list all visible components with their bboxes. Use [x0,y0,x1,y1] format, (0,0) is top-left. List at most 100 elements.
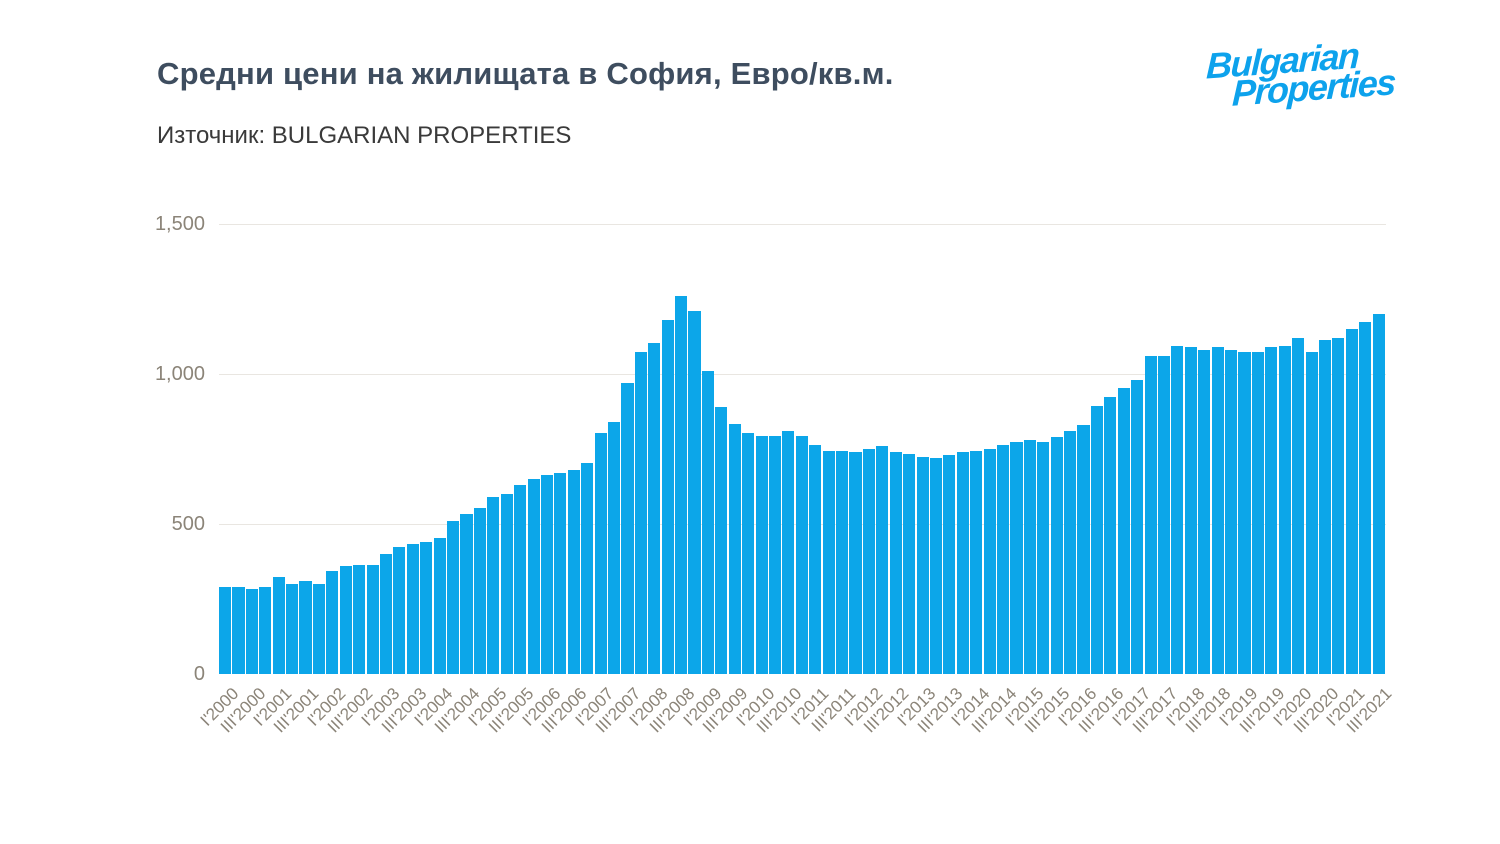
bar-II'2002 [339,566,352,674]
bar-II'2021 [1359,321,1372,674]
bar-IV'2012 [903,453,916,674]
bar-III'2003 [406,543,419,674]
bar-III'2010 [782,431,795,674]
bar-III'2011 [836,450,849,674]
bar-II'2000 [232,587,245,674]
bar-I'2009 [701,371,714,674]
bar-III'2013 [943,455,956,674]
y-tick-label: 1,500 [154,213,205,235]
bar-I'2000 [219,587,232,674]
gridline-1500 [219,224,1386,225]
bar-I'2018 [1184,347,1197,674]
bar-I'2007 [594,432,607,674]
bar-IV'2006 [581,462,594,674]
bar-IV'2008 [688,311,701,674]
bar-I'2016 [1077,425,1090,674]
y-tick-label: 0 [193,663,205,685]
bar-II'2006 [554,473,567,674]
bar-I'2002 [326,570,339,674]
bar-chart: I'2000 III'2000 I'2001 III'2001 I'2002 III'20… [0,213,1500,784]
bar-III'2006 [567,470,580,674]
bar-III'2018 [1211,347,1224,674]
bar-II'2020 [1305,351,1318,674]
bar-II'2014 [983,449,996,674]
bar-II'2019 [1251,351,1264,674]
bar-III'2012 [889,452,902,674]
bar-I'2010 [755,435,768,674]
plot-area [219,224,1386,674]
gridline-1000 [219,374,1386,375]
bar-I'2001 [272,576,285,674]
bar-I'2021 [1345,329,1358,674]
bar-I'2013 [916,456,929,674]
bar-II'2017 [1144,356,1157,674]
bar-III'2009 [728,423,741,674]
bar-IV'2011 [849,452,862,674]
bar-I'2011 [809,444,822,674]
bar-III'2021 [1372,314,1385,674]
bar-IV'2003 [420,542,433,674]
bar-I'2003 [379,554,393,674]
bar-II'2009 [715,407,728,674]
bar-IV'2010 [795,435,808,674]
bar-II'2010 [768,435,782,674]
bar-II'2001 [286,584,299,674]
bar-IV'2005 [527,479,540,674]
bar-I'2005 [487,497,500,674]
bar-II'2003 [393,546,406,674]
bar-I'2014 [970,450,983,674]
chart-source: Източник: BULGARIAN PROPERTIES [157,122,572,149]
bar-IV'2017 [1171,345,1184,674]
bar-IV'2020 [1332,338,1345,674]
bar-III'2017 [1157,356,1171,674]
bar-III'2005 [514,485,527,674]
bar-II'2011 [822,450,835,674]
bar-III'2016 [1104,396,1117,674]
bar-III'2015 [1050,437,1063,674]
bar-III'2001 [299,581,312,674]
bar-III'2002 [353,564,366,674]
bar-II'2016 [1090,405,1103,674]
bar-IV'2007 [634,351,647,674]
bar-I'2017 [1131,380,1144,674]
bar-II'2007 [608,422,621,674]
bar-I'2019 [1238,351,1251,674]
bar-III'2007 [621,383,634,674]
bar-III'2008 [675,296,688,674]
bar-III'2019 [1265,347,1278,674]
bar-II'2013 [929,458,943,674]
y-tick-label: 500 [171,513,205,535]
bar-IV'2014 [1010,441,1023,674]
bar-I'2015 [1023,440,1036,674]
bar-I'2020 [1292,338,1305,674]
bar-IV'2009 [742,432,755,674]
bar-II'2004 [447,521,460,674]
bar-IV'2019 [1278,345,1291,674]
bar-III'2014 [997,444,1010,674]
bar-I'2006 [540,474,554,674]
bar-I'2008 [648,342,661,674]
bar-IV'2002 [366,564,379,674]
chart-title: Средни цени на жилищата в София, Евро/кв… [157,56,894,91]
bar-III'2000 [245,588,258,674]
brand-logo: Bulgarian Properties [1205,34,1449,114]
bar-III'2020 [1318,339,1332,674]
brand-logo-line2: Properties [1231,61,1396,114]
bar-IV'2000 [259,587,272,674]
bar-I'2004 [433,537,446,674]
bar-IV'2013 [956,452,969,674]
bar-IV'2016 [1117,387,1130,674]
bar-IV'2001 [312,584,325,674]
bar-III'2004 [460,513,473,674]
bar-I'2012 [862,449,875,674]
bar-IV'2018 [1225,350,1238,674]
bar-II'2008 [661,320,674,674]
bar-IV'2015 [1064,431,1077,674]
bar-II'2015 [1037,441,1050,674]
bar-IV'2004 [473,507,486,674]
bar-II'2005 [500,494,513,674]
y-tick-label: 1,000 [154,363,205,385]
bar-II'2012 [876,446,889,674]
bar-II'2018 [1198,350,1211,674]
